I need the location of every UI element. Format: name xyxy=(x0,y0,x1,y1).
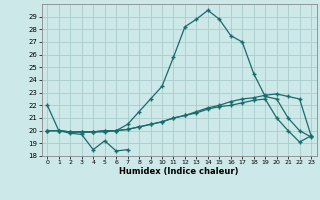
X-axis label: Humidex (Indice chaleur): Humidex (Indice chaleur) xyxy=(119,167,239,176)
